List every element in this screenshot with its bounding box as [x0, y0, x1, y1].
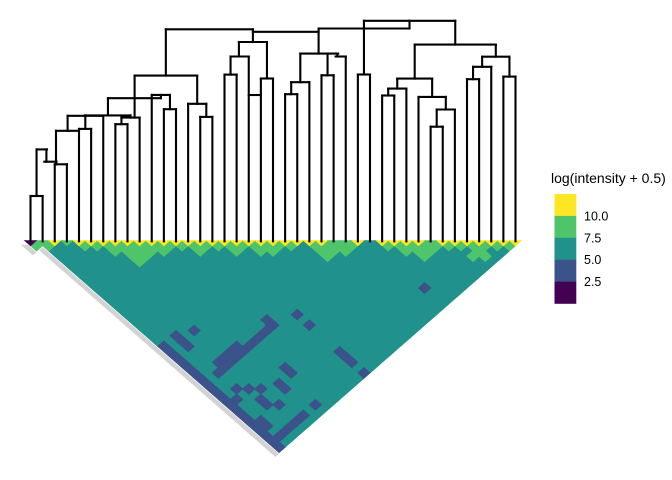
heatmap-cells-3B528B	[157, 282, 432, 454]
legend-tick-label-1: 7.5	[584, 231, 601, 245]
legend-swatch-2	[554, 237, 577, 260]
dendrogram	[29, 19, 517, 243]
legend-title: log(intensity + 0.5)	[551, 170, 666, 186]
legend-swatch-4	[554, 281, 577, 304]
legend-tick-label-3: 2.5	[584, 275, 601, 289]
legend: log(intensity + 0.5) 10.0 7.5 5.0 2.5	[551, 170, 666, 304]
legend-swatch-3	[554, 259, 577, 282]
heatmap-cells-FDE725	[48, 240, 523, 247]
heatmap-cells	[23, 240, 523, 454]
legend-tick-label-2: 5.0	[584, 253, 601, 267]
heatmap-cells-21918C	[48, 240, 511, 448]
heatmap-cells-440154	[23, 240, 38, 247]
legend-swatch-1	[554, 215, 577, 239]
legend-swatch-0	[554, 194, 577, 217]
legend-tick-label-0: 10.0	[584, 209, 608, 223]
